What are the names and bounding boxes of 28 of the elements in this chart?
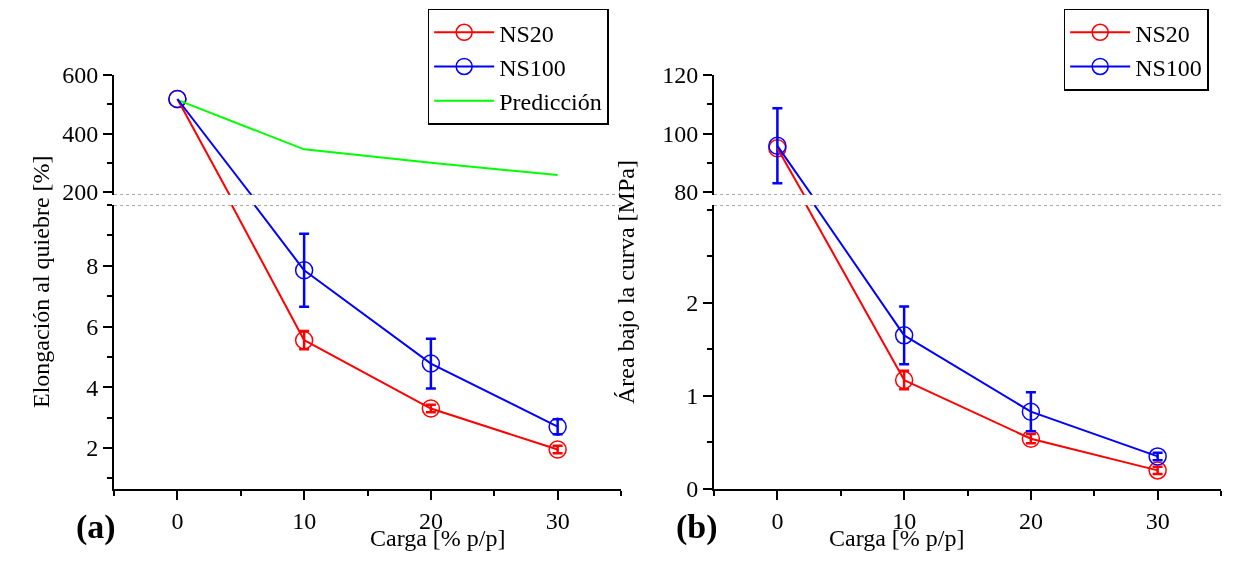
y-tick-label: 0 [686,476,699,503]
legend-label: NS100 [499,54,566,81]
legend-label: NS20 [1135,20,1190,47]
legend-label: Predicción [499,89,602,116]
y-tick-label: 100 [662,120,699,147]
y-tick-label: 400 [62,120,99,147]
y-tick-label: 6 [86,313,99,340]
y-tick-label: 2 [86,435,99,462]
y-tick-label: 2 [686,290,699,317]
y-tick-label: 4 [86,374,99,401]
y-tick-label: 600 [62,62,99,89]
y-tick-label: 80 [674,179,699,206]
x-tick-label: 10 [292,507,317,534]
text: (a) [76,508,116,546]
x-tick-label: 0 [771,507,784,534]
y-axis-title: Elongación al quiebre [%] [28,155,54,408]
x-tick-label: 30 [1145,507,1170,534]
y-tick-label: 200 [62,179,99,206]
y-tick-label: 1 [686,383,699,410]
text: (b) [676,508,718,546]
x-tick-label: 0 [171,507,184,534]
x-tick-label: 20 [1018,507,1043,534]
y-tick-label: 8 [86,253,99,280]
y-tick-label: 120 [662,62,699,89]
x-tick-label: 30 [545,507,570,534]
legend-label: NS100 [1135,54,1202,81]
legend-label: NS20 [499,20,554,47]
y-axis-title: Área bajo la curva [MPa] [613,160,639,404]
